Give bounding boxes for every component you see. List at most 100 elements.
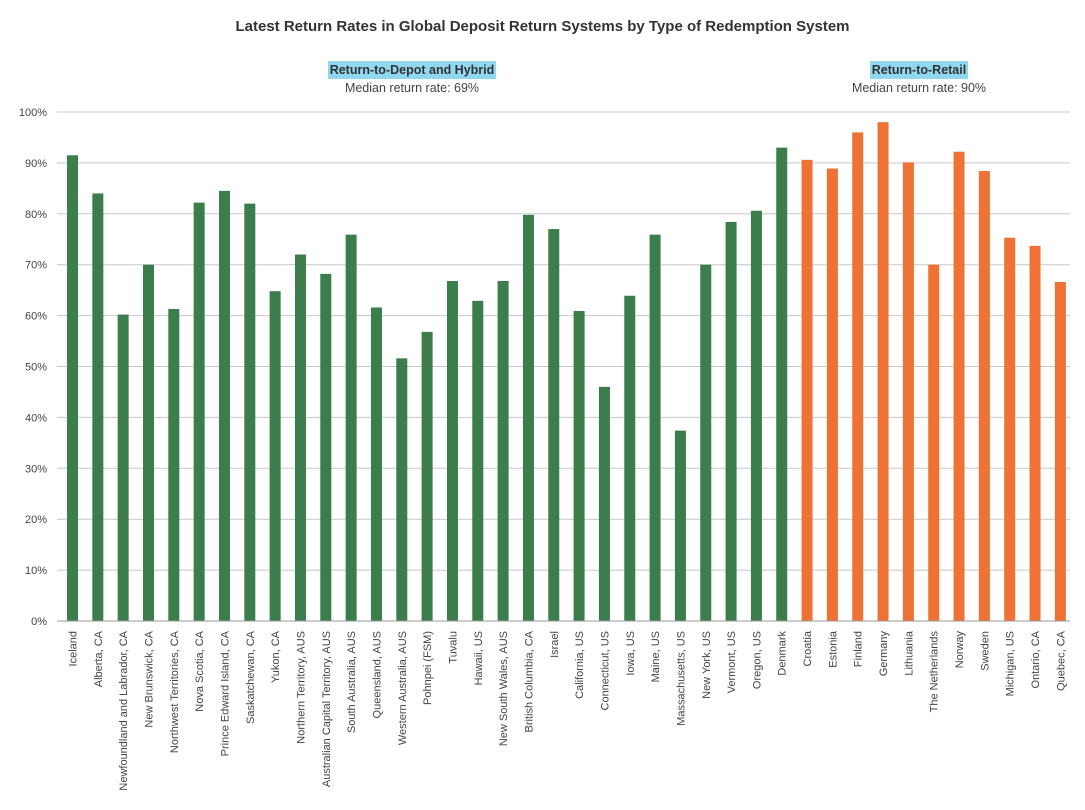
x-tick-label: Massachusetts, US [675, 631, 687, 726]
group-median-retail: Median return rate: 90% [851, 81, 987, 95]
bar [294, 254, 306, 621]
x-tick-label: Ontario, CA [1030, 630, 1042, 688]
x-tick-label: Israel [549, 631, 561, 658]
bar [117, 314, 129, 621]
bar [852, 132, 864, 622]
x-tick-label: Lithuania [903, 630, 915, 676]
x-tick-label: Tuvalu [447, 631, 459, 664]
x-tick-label: Saskatchewan, CA [245, 630, 257, 724]
grid-lines [57, 111, 1070, 571]
y-tick-label: 0% [31, 616, 47, 628]
bar [522, 214, 534, 621]
bar [573, 311, 585, 621]
y-tick-label: 50% [25, 362, 47, 374]
x-tick-label: Denmark [777, 631, 789, 676]
bars [67, 122, 1066, 622]
bar [193, 202, 205, 622]
x-tick-label: South Australia, AUS [346, 631, 358, 733]
bar [320, 273, 332, 621]
y-tick-label: 60% [25, 311, 47, 323]
group-header-depot: Return-to-Depot and Hybrid Median return… [262, 61, 562, 97]
y-axis-ticks: 0% 10% 20% 30% 40% 50% 60% 70% 80% 90% 100% [19, 107, 47, 628]
bar [67, 155, 78, 621]
bar [446, 280, 458, 621]
y-tick-label: 80% [25, 209, 47, 221]
bar [1029, 245, 1041, 621]
x-tick-label: Iowa, US [625, 631, 637, 676]
x-tick-label: Connecticut, US [599, 631, 611, 710]
bar [801, 159, 813, 621]
bar [218, 190, 230, 621]
bar [928, 264, 940, 621]
x-tick-label: Iceland [68, 631, 80, 666]
y-tick-label: 40% [25, 412, 47, 424]
x-tick-label: Western Australia, AUS [397, 631, 409, 745]
bar [624, 295, 636, 621]
bar [700, 264, 712, 621]
x-tick-label: Oregon, US [751, 631, 763, 689]
group-median-depot: Median return rate: 69% [344, 81, 480, 95]
x-tick-label: Finland [853, 631, 865, 667]
x-tick-label: Sweden [979, 631, 991, 671]
y-tick-label: 100% [19, 107, 47, 119]
x-tick-label: California, US [574, 631, 586, 699]
x-tick-label: The Netherlands [929, 631, 941, 713]
x-tick-label: Norway [954, 631, 966, 669]
x-tick-label: Germany [878, 631, 890, 677]
x-tick-label: New Brunswick, CA [143, 630, 155, 727]
x-tick-label: Alberta, CA [93, 630, 105, 687]
x-tick-label: Vermont, US [726, 631, 738, 693]
bar [1054, 282, 1066, 621]
bar [142, 264, 154, 621]
group-header-retail: Return-to-Retail Median return rate: 90% [769, 61, 1069, 97]
bar [826, 168, 838, 621]
x-tick-label: Queensland, AUS [371, 631, 383, 718]
x-tick-label: Maine, US [650, 631, 662, 682]
x-tick-label: Newfoundland and Labrador, CA [118, 630, 130, 790]
y-tick-label: 30% [25, 463, 47, 475]
x-axis-ticks: Iceland Alberta, CA Newfoundland and Labra… [68, 630, 1068, 791]
x-tick-label: New York, US [701, 631, 713, 699]
x-tick-label: British Columbia, CA [523, 630, 535, 732]
x-tick-label: Yukon, CA [270, 630, 282, 683]
bar [1004, 237, 1016, 621]
bar [421, 331, 433, 621]
y-tick-label: 20% [25, 514, 47, 526]
bar [497, 280, 509, 621]
bar [649, 234, 661, 621]
bar [548, 229, 560, 621]
bar [877, 122, 889, 622]
x-tick-label: Northwest Territories, CA [169, 630, 181, 753]
x-tick-label: Croatia [802, 630, 814, 666]
bar [168, 308, 180, 621]
bar [92, 193, 104, 621]
bar [345, 234, 357, 621]
bar [750, 210, 762, 621]
bar [370, 307, 382, 621]
bar [269, 291, 281, 621]
x-tick-label: Northern Territory, AUS [295, 631, 307, 744]
bar [598, 386, 610, 621]
bar [953, 151, 965, 621]
y-tick-label: 10% [25, 565, 47, 577]
bar [674, 430, 686, 621]
bar [776, 147, 788, 621]
group-label-retail: Return-to-Retail [869, 61, 969, 79]
x-tick-label: Australian Capital Territory, AUS [321, 631, 333, 787]
x-tick-label: Hawaii, US [473, 631, 485, 685]
x-tick-label: Prince Edward Island, CA [219, 630, 231, 756]
x-tick-label: Pohnpei (FSM) [422, 631, 434, 705]
x-tick-label: New South Wales, AUS [498, 631, 510, 746]
bar [978, 171, 990, 621]
x-tick-label: Estonia [827, 630, 839, 668]
bar [472, 300, 484, 621]
bar [396, 358, 408, 621]
x-tick-label: Nova Scotia, CA [194, 630, 206, 711]
y-tick-label: 90% [25, 158, 47, 170]
x-tick-label: Quebec, CA [1055, 630, 1067, 691]
bar [725, 221, 737, 621]
bar [244, 203, 256, 621]
chart-title: Latest Return Rates in Global Deposit Re… [235, 18, 850, 35]
y-tick-label: 70% [25, 260, 47, 272]
